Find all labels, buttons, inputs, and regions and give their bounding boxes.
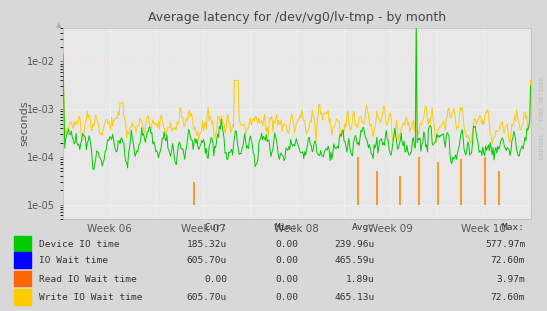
Text: 605.70u: 605.70u	[187, 293, 227, 302]
Text: Device IO time: Device IO time	[39, 240, 120, 249]
Text: IO Wait time: IO Wait time	[39, 257, 108, 266]
Text: 465.59u: 465.59u	[334, 257, 375, 266]
Text: 239.96u: 239.96u	[334, 240, 375, 249]
Text: Write IO Wait time: Write IO Wait time	[39, 293, 143, 302]
Text: 577.97m: 577.97m	[485, 240, 525, 249]
Text: 605.70u: 605.70u	[187, 257, 227, 266]
Text: Read IO Wait time: Read IO Wait time	[39, 275, 137, 284]
Bar	[14, 252, 31, 268]
Text: 72.60m: 72.60m	[491, 293, 525, 302]
Text: 185.32u: 185.32u	[187, 240, 227, 249]
Bar	[14, 289, 31, 304]
Text: 0.00: 0.00	[275, 275, 298, 284]
Text: Max:: Max:	[502, 223, 525, 232]
Text: 3.97m: 3.97m	[496, 275, 525, 284]
Bar	[14, 236, 31, 251]
Text: ▲: ▲	[56, 22, 61, 28]
Text: 72.60m: 72.60m	[491, 257, 525, 266]
Title: Average latency for /dev/vg0/lv-tmp - by month: Average latency for /dev/vg0/lv-tmp - by…	[148, 11, 446, 24]
Text: 0.00: 0.00	[204, 275, 227, 284]
Text: RRDTOOL / TOBI OETIKER: RRDTOOL / TOBI OETIKER	[539, 77, 544, 160]
Text: Cur:: Cur:	[204, 223, 227, 232]
Text: 0.00: 0.00	[275, 257, 298, 266]
Text: 0.00: 0.00	[275, 240, 298, 249]
Text: Min:: Min:	[275, 223, 298, 232]
Y-axis label: seconds: seconds	[20, 101, 30, 146]
Bar	[14, 271, 31, 286]
Text: 0.00: 0.00	[275, 293, 298, 302]
Text: 465.13u: 465.13u	[334, 293, 375, 302]
Text: 1.89u: 1.89u	[346, 275, 375, 284]
Text: Avg:: Avg:	[352, 223, 375, 232]
